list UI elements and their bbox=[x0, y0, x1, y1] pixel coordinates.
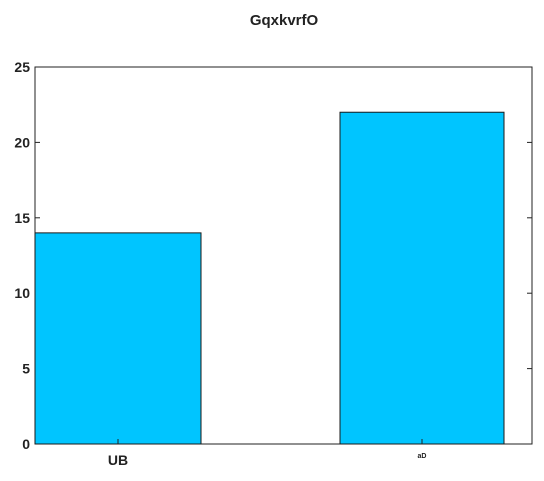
x-tick-label: UB bbox=[108, 452, 128, 468]
plot-area: 0 5 10 15 20 25 UB aD bbox=[14, 59, 533, 468]
y-tick-label: 0 bbox=[22, 436, 30, 452]
y-tick-label: 5 bbox=[22, 361, 30, 377]
y-tick-label: 20 bbox=[14, 134, 30, 150]
chart-title: GqxkvrfO bbox=[250, 12, 319, 29]
y-tick-label: 15 bbox=[14, 210, 30, 226]
x-tick-label: aD bbox=[418, 453, 427, 460]
y-tick-label: 10 bbox=[14, 285, 30, 301]
bar-UB bbox=[34, 232, 202, 445]
y-tick-label: 25 bbox=[14, 59, 30, 75]
bar-aD bbox=[339, 111, 505, 445]
